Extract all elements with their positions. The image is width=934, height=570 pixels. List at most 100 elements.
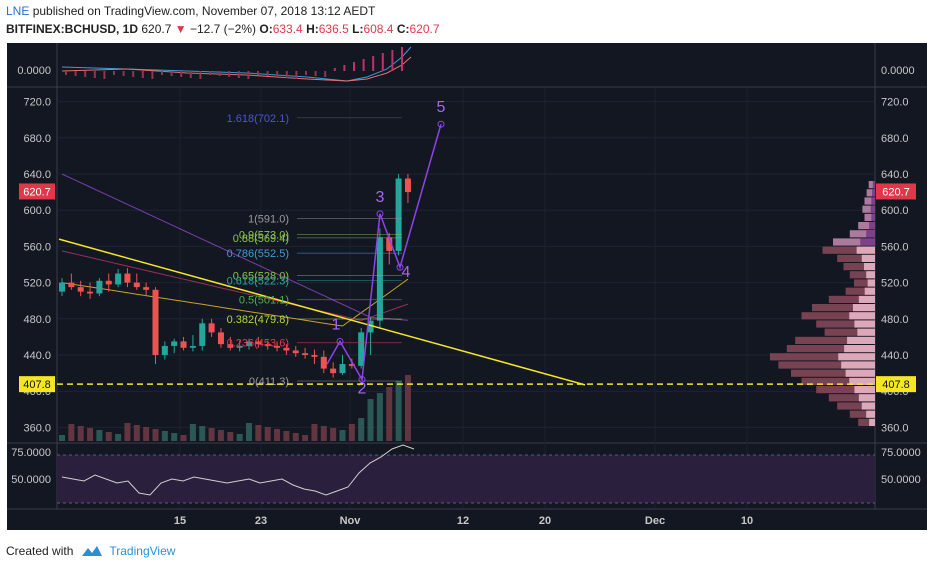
volume-profile-bar	[849, 230, 875, 238]
oscillator-histogram-bar	[93, 71, 96, 78]
author-link[interactable]: LNE	[6, 4, 30, 18]
volume-profile-bar	[824, 328, 875, 336]
oscillator-label-left: 0.0000	[17, 65, 51, 77]
candle-body	[189, 345, 196, 348]
x-tick-label: Nov	[340, 515, 362, 527]
volume-bar	[152, 429, 159, 441]
volume-profile-bar	[837, 254, 875, 262]
volume-bar	[217, 430, 224, 441]
low-label: L:	[352, 22, 364, 36]
fib-level-label: 1.618(702.1)	[227, 113, 289, 125]
y-tick-label-right: 480.0	[881, 314, 909, 326]
candle-body	[404, 178, 411, 193]
footer: Created with TradingView	[6, 544, 175, 558]
volume-profile-bar	[858, 222, 875, 230]
oscillator-histogram-bar	[132, 71, 135, 77]
volume-profile-bar-secondary	[847, 336, 875, 344]
candle-body	[311, 355, 318, 357]
y-tick-label-right: 600.0	[881, 205, 909, 217]
volume-profile-bar	[849, 271, 875, 279]
volume-bar	[246, 423, 252, 441]
volume-profile-bar	[795, 336, 875, 344]
tradingview-brand[interactable]: TradingView	[81, 544, 175, 558]
oscillator-histogram-bar	[276, 71, 279, 77]
x-tick-label: 10	[741, 515, 753, 527]
wave-point	[376, 210, 384, 218]
oscillator-histogram-bar	[333, 68, 336, 71]
main-pane[interactable]: 1.618(702.1) 1(591.0) 0.9(573.0)0.88(569.4…	[57, 99, 875, 441]
x-tick-label: 23	[255, 515, 267, 527]
candle-body	[199, 323, 206, 346]
volume-bar	[376, 393, 383, 441]
volume-profile-bar	[812, 304, 875, 312]
oscillator-histogram-bar	[237, 71, 240, 78]
volume-profile-bar	[801, 377, 875, 385]
support-price-tag-right	[876, 376, 916, 393]
volume-bar	[386, 387, 393, 441]
oscillator-histogram-bar	[266, 71, 269, 76]
volume-profile-bar-secondary	[849, 377, 875, 385]
chart-background	[7, 43, 927, 530]
symbol-name: BITFINEX:BCHUSD, 1D	[6, 22, 139, 36]
created-with-text: Created with	[6, 544, 74, 558]
candle-body	[124, 273, 131, 283]
x-tick-label: 12	[457, 515, 469, 527]
volume-profile-bar	[866, 189, 875, 197]
volume-profile-bar-secondary	[866, 271, 875, 279]
volume-bar	[180, 435, 187, 441]
oscillator-signal-line	[61, 46, 412, 82]
volume-profile-bar-secondary	[845, 369, 875, 377]
volume-profile-bar-secondary	[871, 213, 875, 221]
volume-profile-bar	[828, 394, 875, 402]
y-tick-label-right: 520.0	[881, 278, 909, 290]
volume-bar	[115, 434, 122, 441]
oscillator-histogram-bar	[305, 71, 307, 75]
volume-profile-bar	[801, 312, 875, 320]
fib-level-label: 0.618(522.3)	[227, 276, 289, 288]
support-price-tag-left	[19, 376, 55, 393]
volume-profile-bar-secondary	[854, 386, 875, 394]
volume-profile-bar	[770, 353, 875, 361]
volume-bar	[255, 425, 262, 441]
volume-bar	[68, 424, 75, 441]
volume-profile-bar-secondary	[861, 402, 875, 410]
volume-bar	[208, 428, 215, 441]
volume-profile-bar	[868, 181, 875, 189]
price-chart[interactable]: 1.618(702.1) 1(591.0) 0.9(573.0)0.88(569.4…	[7, 43, 927, 530]
candle-body	[87, 291, 94, 294]
rsi-band	[57, 455, 875, 503]
candle-body	[320, 356, 327, 369]
rsi-line	[61, 444, 415, 496]
brand-name: TradingView	[109, 544, 176, 558]
last-price-label-right: 620.7	[882, 186, 910, 198]
volume-bar	[161, 431, 168, 441]
candle-body	[348, 364, 355, 366]
oscillator-histogram-bar	[189, 71, 192, 78]
candle-body	[339, 364, 346, 374]
x-tick-label: Dec	[645, 515, 665, 527]
fib-level-label: 0(411.3)	[249, 376, 289, 388]
volume-bar	[124, 423, 131, 441]
candle-body	[180, 341, 187, 348]
oscillator-histogram-bar	[170, 71, 173, 76]
volume-bar	[311, 424, 318, 441]
oscillator-histogram-bar	[113, 71, 115, 75]
oscillator-label-right: 0.0000	[881, 65, 915, 77]
wave-point	[336, 337, 344, 345]
y-tick-label-left: 640.0	[23, 169, 51, 181]
candle-body	[227, 344, 234, 348]
volume-profile-bar	[858, 418, 875, 426]
oscillator-histogram-bar	[199, 71, 202, 79]
high-label: H:	[306, 22, 319, 36]
symbol-line: BITFINEX:BCHUSD, 1D 620.7 ▼ −12.7 (−2%) …	[6, 22, 440, 36]
candle-body	[152, 289, 159, 356]
rsi-pane	[57, 444, 875, 504]
oscillator-histogram-bar	[84, 71, 87, 77]
fib-level-label: 0.786(552.5)	[227, 248, 289, 260]
volume-profile-bar-secondary	[863, 263, 875, 271]
volume-profile-bar	[816, 320, 875, 328]
wave-label: 2	[358, 380, 367, 397]
candle-body	[96, 280, 103, 294]
volume-bar	[330, 428, 337, 441]
oscillator-histogram-bar	[391, 50, 394, 71]
